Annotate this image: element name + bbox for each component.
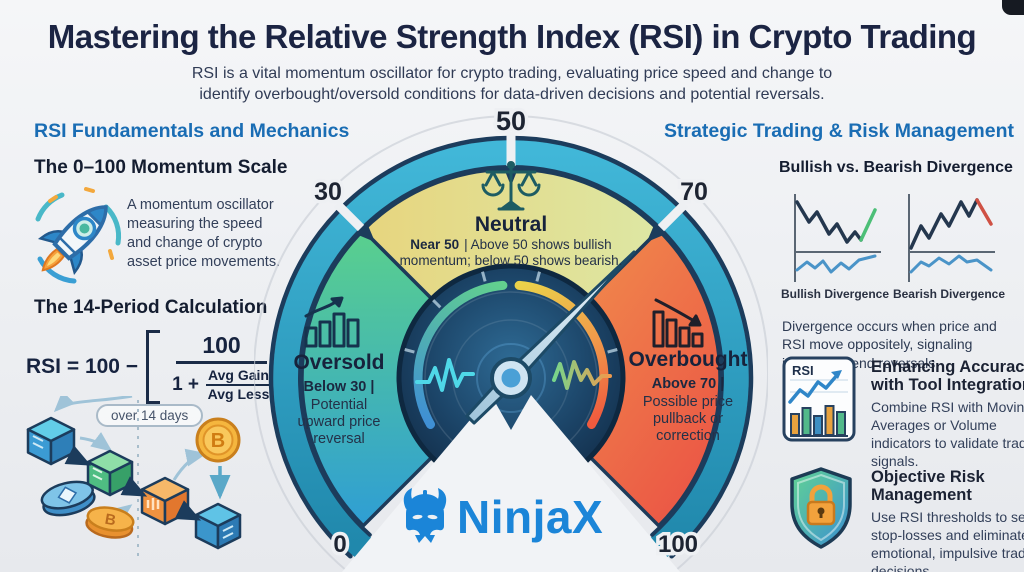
tick-0: 0: [333, 531, 346, 558]
period-label: over 14 days: [96, 404, 204, 427]
page-subtitle: RSI is a vital momentum oscillator for c…: [0, 63, 1024, 105]
blockchain-cube-orange: [140, 476, 190, 526]
divergence-charts: Bullish Divergence Bearish Divergence: [780, 188, 1005, 301]
blockchain-cube-blue-1: [26, 416, 76, 466]
formula-denominator-prefix: 1 +: [172, 373, 200, 395]
oversold-zone-content: Oversold Below 30 | Potential upward pri…: [293, 296, 385, 447]
brand-logo: NinjaX: [398, 487, 603, 547]
risk-management-block: Objective Risk Management Use RSI thresh…: [786, 466, 1024, 572]
chart-axes: [908, 194, 995, 282]
chart-axes: [794, 194, 881, 282]
rsi-gauge: 50 30 70 0 100 Neutral Near 50 | Above 50…: [253, 100, 769, 572]
bullish-divergence-label: Bullish Divergence: [780, 287, 890, 301]
momentum-scale-heading: The 0–100 Momentum Scale: [34, 157, 288, 178]
bar-chart-down-arrow-icon: [652, 298, 704, 348]
momentum-scale-description: A momentum oscillator measuring the spee…: [127, 197, 281, 270]
bitcoin-coin-gold: B: [195, 417, 241, 463]
oversold-line2: upward price: [297, 414, 380, 430]
waveform-right: [552, 360, 612, 390]
overbought-line1: Possible price: [643, 394, 733, 410]
tick-100: 100: [658, 531, 698, 558]
subtitle-line-2: identify overbought/oversold conditions …: [199, 86, 825, 104]
overbought-zone-content: Overbought Above 70 | Possible price pul…: [629, 298, 748, 444]
svg-text:B: B: [104, 511, 118, 530]
bearish-divergence-label: Bearish Divergence: [892, 287, 1006, 301]
rsi-chart-icon: RSI: [782, 356, 856, 442]
oversold-line1: Potential: [311, 397, 367, 413]
tool-integration-description: Combine RSI with Moving Averages or Volu…: [871, 398, 1024, 469]
tool-integration-heading: Enhancing Accuracy with Tool Integration: [871, 358, 1024, 395]
risk-management-heading: Objective Risk Management: [871, 468, 985, 505]
overbought-title: Overbought: [629, 348, 748, 371]
svg-text:Near 50| Above 50 shows bullis: Near 50 | Above 50 shows bullish: [410, 237, 611, 252]
bitcoin-coin-tilted: B: [85, 506, 135, 539]
gauge-tick-labels: 50 30 70 0 100: [311, 103, 712, 562]
waveform-left: [415, 358, 475, 392]
gauge-needle: [465, 250, 636, 425]
formula-fraction: 100 1 + Avg Gain Avg Less: [168, 330, 275, 404]
neutral-line1: | Above 50 shows bullish: [464, 237, 612, 252]
divergence-heading: Bullish vs. Bearish Divergence: [779, 159, 1013, 176]
formula-lhs: RSI = 100 −: [26, 355, 139, 378]
rocket-icon: [26, 183, 126, 296]
oversold-title: Oversold: [293, 351, 384, 374]
crypto-flow-diagram: B B: [26, 396, 242, 562]
tick-30: 30: [314, 178, 342, 206]
neutral-zone-content: Neutral Near 50 | Above 50 shows bullish …: [400, 161, 623, 268]
risk-management-description: Use RSI thresholds to set stop-losses an…: [871, 508, 1024, 572]
ninja-mask-logo: [403, 488, 447, 543]
bearish-divergence-chart: Bearish Divergence: [893, 188, 1005, 301]
neutral-lead: Near 50: [410, 237, 459, 252]
overbought-line2: pullback or: [653, 411, 723, 427]
shield-lock-icon: [790, 467, 852, 549]
oversold-threshold: Below 30 |: [304, 379, 375, 395]
bracket-left: [146, 330, 161, 404]
decorative-outer-circle: [253, 115, 769, 571]
overbought-threshold: Above 70 |: [652, 376, 725, 392]
tick-70: 70: [680, 178, 708, 206]
bullish-divergence-chart: Bullish Divergence: [780, 188, 890, 301]
tool-integration-block: RSI Enhancing Accuracy with Tool Integra…: [782, 356, 1024, 471]
blockchain-cube-blue-2: [194, 502, 242, 550]
formula-numerator: 100: [176, 332, 267, 364]
bullish-signal-line: [859, 208, 877, 242]
neutral-line2: momentum; below 50 shows bearish.: [400, 253, 623, 268]
ethereum-coin: [40, 480, 96, 517]
right-section-title: Strategic Trading & Risk Management: [664, 120, 1015, 142]
rsi-badge: RSI: [792, 363, 814, 378]
blockchain-cube-green: [86, 449, 134, 497]
tick-50: 50: [496, 106, 526, 136]
corner-tab: [1002, 0, 1024, 15]
bar-chart-up-arrow-icon: [304, 296, 360, 348]
brand-name: NinjaX: [457, 491, 604, 543]
svg-text:B: B: [211, 430, 225, 452]
oversold-line3: reversal: [313, 431, 365, 447]
page-title: Mastering the Relative Strength Index (R…: [47, 18, 977, 55]
bearish-signal-line: [975, 198, 993, 226]
balance-scale-icon: [481, 161, 541, 211]
overbought-line3: correction: [656, 428, 720, 444]
left-section-title: RSI Fundamentals and Mechanics: [34, 120, 350, 142]
calculation-heading: The 14-Period Calculation: [34, 297, 268, 318]
neutral-title: Neutral: [475, 213, 547, 236]
subtitle-line-1: RSI is a vital momentum oscillator for c…: [191, 65, 833, 82]
